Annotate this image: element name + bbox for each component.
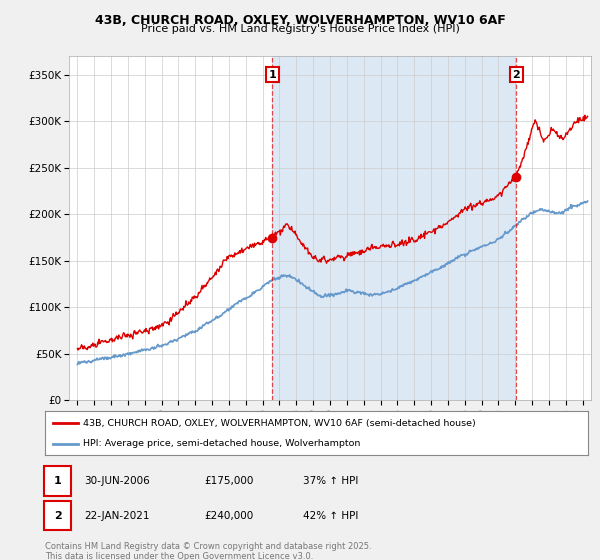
- Text: 2: 2: [512, 69, 520, 80]
- Text: £175,000: £175,000: [204, 476, 253, 486]
- Text: 42% ↑ HPI: 42% ↑ HPI: [303, 511, 358, 521]
- Bar: [272, 56, 517, 400]
- Text: 43B, CHURCH ROAD, OXLEY, WOLVERHAMPTON, WV10 6AF (semi-detached house): 43B, CHURCH ROAD, OXLEY, WOLVERHAMPTON, …: [83, 419, 476, 428]
- Text: 37% ↑ HPI: 37% ↑ HPI: [303, 476, 358, 486]
- Text: 1: 1: [269, 69, 276, 80]
- Text: 2: 2: [54, 511, 61, 521]
- Text: 43B, CHURCH ROAD, OXLEY, WOLVERHAMPTON, WV10 6AF: 43B, CHURCH ROAD, OXLEY, WOLVERHAMPTON, …: [95, 14, 505, 27]
- Text: £240,000: £240,000: [204, 511, 253, 521]
- Text: HPI: Average price, semi-detached house, Wolverhampton: HPI: Average price, semi-detached house,…: [83, 439, 361, 449]
- Text: Contains HM Land Registry data © Crown copyright and database right 2025.
This d: Contains HM Land Registry data © Crown c…: [45, 542, 371, 560]
- Text: Price paid vs. HM Land Registry's House Price Index (HPI): Price paid vs. HM Land Registry's House …: [140, 24, 460, 34]
- Text: 1: 1: [54, 476, 61, 486]
- Text: 30-JUN-2006: 30-JUN-2006: [84, 476, 150, 486]
- Text: 22-JAN-2021: 22-JAN-2021: [84, 511, 149, 521]
